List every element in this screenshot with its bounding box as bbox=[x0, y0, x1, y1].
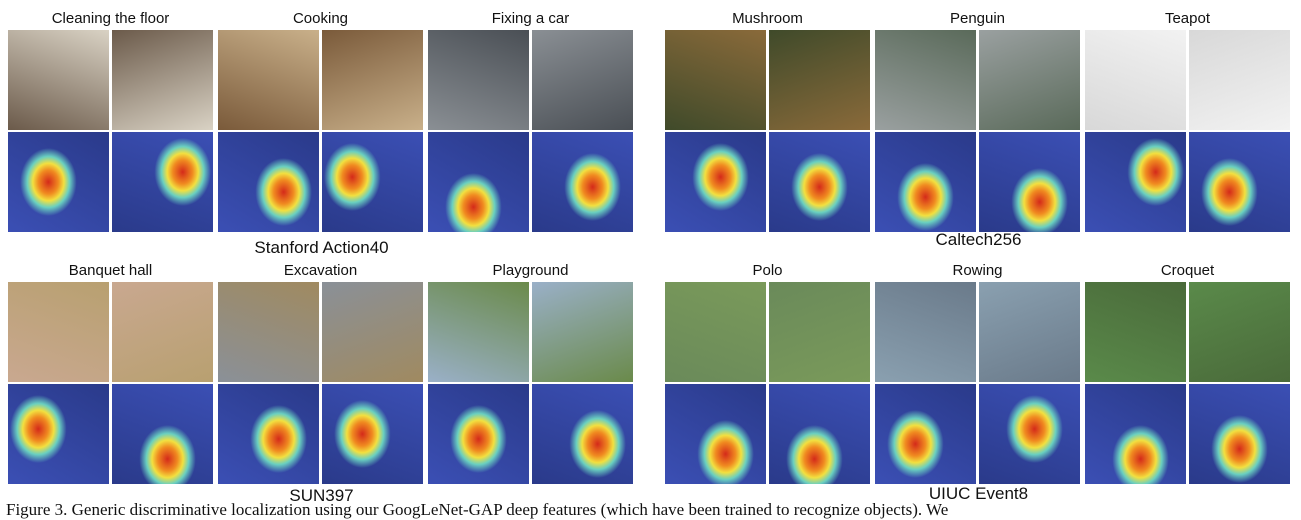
photo bbox=[428, 30, 529, 130]
photo bbox=[428, 282, 529, 382]
class-label: Teapot bbox=[1164, 10, 1211, 27]
heatmap bbox=[8, 384, 109, 484]
photo bbox=[665, 282, 766, 382]
dataset-label: UIUC Event8 bbox=[928, 484, 1029, 503]
photo bbox=[112, 30, 213, 130]
dataset-label: SUN397 bbox=[289, 486, 354, 505]
class-label: Polo bbox=[752, 262, 783, 279]
photo bbox=[322, 282, 423, 382]
class-label: Rowing bbox=[952, 262, 1003, 279]
class-label: Penguin bbox=[949, 10, 1006, 27]
heatmap bbox=[8, 132, 109, 232]
photo bbox=[322, 30, 423, 130]
caption: Figure 3. Generic discriminative localiz… bbox=[6, 500, 949, 519]
heatmap bbox=[1189, 132, 1290, 232]
dataset-label: Stanford Action40 bbox=[254, 238, 389, 257]
photo bbox=[218, 282, 319, 382]
class-label: Croquet bbox=[1160, 262, 1215, 279]
photo bbox=[1189, 30, 1290, 130]
heatmap bbox=[218, 132, 319, 232]
heatmap bbox=[979, 384, 1080, 484]
class-label: Mushroom bbox=[732, 10, 803, 27]
heatmap bbox=[665, 384, 766, 484]
photo bbox=[1085, 30, 1186, 130]
heatmap bbox=[218, 384, 319, 484]
photo bbox=[979, 30, 1080, 130]
heatmap bbox=[428, 132, 529, 232]
class-label: Cooking bbox=[292, 10, 349, 27]
heatmap bbox=[322, 384, 423, 484]
heatmap bbox=[1085, 384, 1186, 484]
class-label: Fixing a car bbox=[491, 10, 570, 27]
heatmap bbox=[112, 384, 213, 484]
heatmap bbox=[875, 384, 976, 484]
heatmap bbox=[769, 384, 870, 484]
photo bbox=[112, 282, 213, 382]
photo bbox=[1189, 282, 1290, 382]
heatmap bbox=[112, 132, 213, 232]
photo bbox=[8, 282, 109, 382]
class-label: Banquet hall bbox=[68, 262, 153, 279]
heatmap bbox=[322, 132, 423, 232]
photo bbox=[769, 282, 870, 382]
heatmap bbox=[428, 384, 529, 484]
dataset-label: Caltech256 bbox=[935, 230, 1022, 249]
photo bbox=[875, 282, 976, 382]
photo bbox=[875, 30, 976, 130]
photo bbox=[665, 30, 766, 130]
heatmap bbox=[979, 132, 1080, 232]
photo bbox=[979, 282, 1080, 382]
photo bbox=[1085, 282, 1186, 382]
photo bbox=[532, 282, 633, 382]
heatmap bbox=[1189, 384, 1290, 484]
class-label: Playground bbox=[492, 262, 569, 279]
class-label: Excavation bbox=[283, 262, 358, 279]
photo bbox=[218, 30, 319, 130]
heatmap bbox=[769, 132, 870, 232]
heatmap bbox=[532, 384, 633, 484]
photo bbox=[769, 30, 870, 130]
heatmap bbox=[875, 132, 976, 232]
photo bbox=[8, 30, 109, 130]
class-label: Cleaning the floor bbox=[51, 10, 170, 27]
heatmap bbox=[532, 132, 633, 232]
heatmap bbox=[1085, 132, 1186, 232]
heatmap bbox=[665, 132, 766, 232]
photo bbox=[532, 30, 633, 130]
